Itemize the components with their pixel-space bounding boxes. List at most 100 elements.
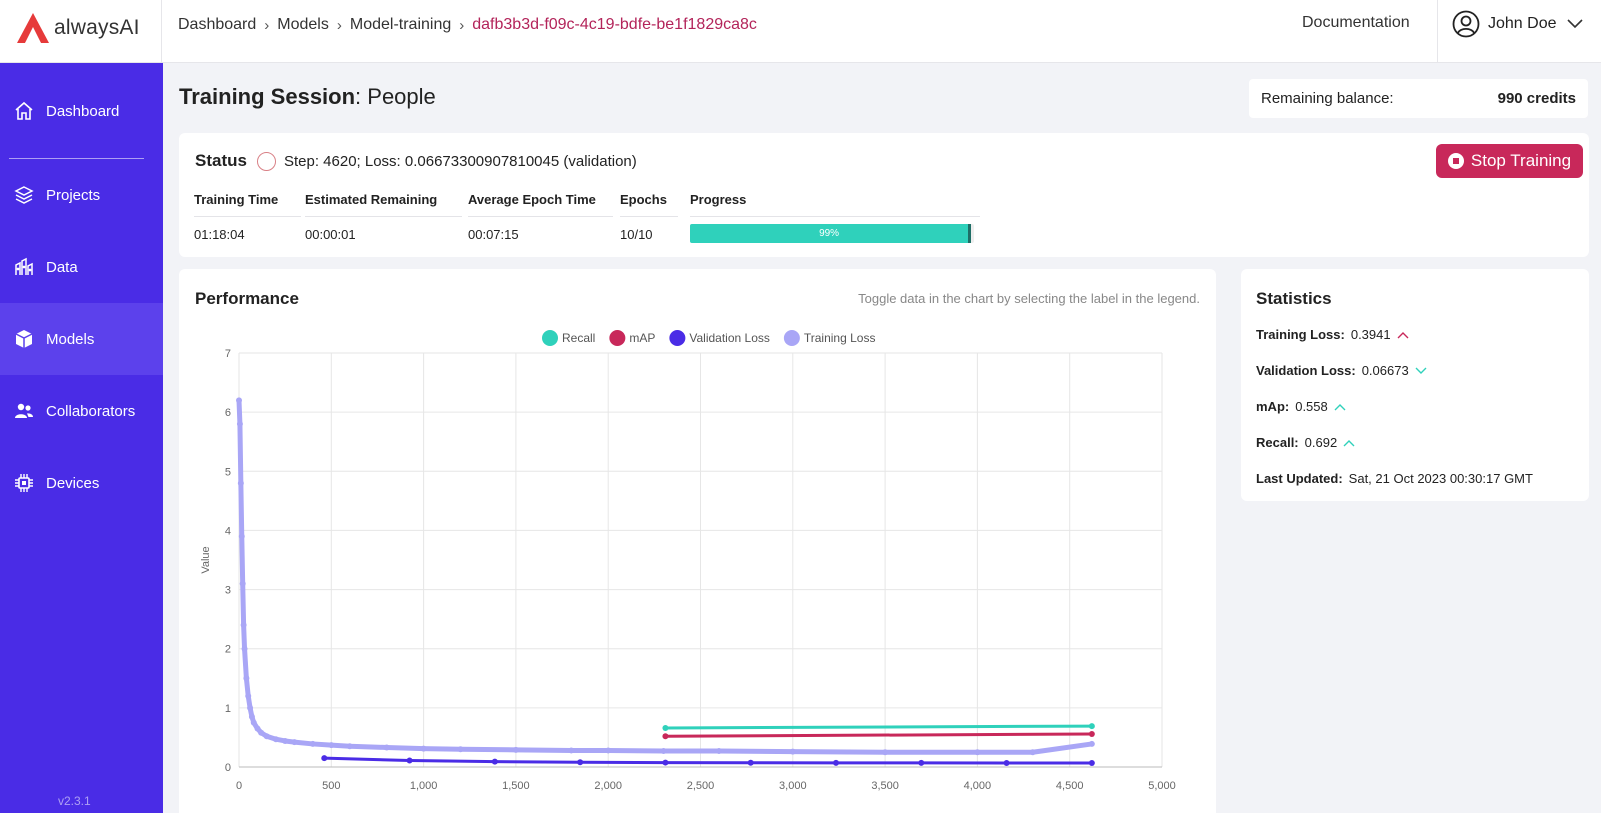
legend-item-training-loss[interactable]: Training Loss <box>804 331 876 345</box>
user-name: John Doe <box>1488 15 1557 32</box>
stat-recall: Recall: 0.692 <box>1256 435 1355 450</box>
x-tick-label: 0 <box>236 780 242 792</box>
progress-column: Progress 99% <box>690 191 980 243</box>
data-point-training-loss <box>263 733 270 740</box>
sidebar-item-data[interactable]: Data <box>0 231 163 303</box>
y-tick-label: 7 <box>225 348 231 360</box>
y-tick-label: 1 <box>225 703 231 715</box>
page-title-bold: Training Session <box>179 84 356 109</box>
layers-icon <box>14 186 34 204</box>
users-icon <box>15 403 33 418</box>
data-point-training-loss <box>258 729 265 736</box>
stat-value: 0.558 <box>1295 399 1328 414</box>
data-point-map <box>1088 730 1095 737</box>
sidebar-item-models[interactable]: Models <box>0 303 163 375</box>
app-version: v2.3.1 <box>58 794 91 808</box>
data-point-training-loss <box>605 747 612 754</box>
chevron-down-icon <box>1566 19 1583 29</box>
breadcrumb-dashboard[interactable]: Dashboard <box>178 16 257 33</box>
data-point-training-loss <box>715 748 722 755</box>
data-point-training-loss <box>1088 740 1095 747</box>
series-line-recall <box>663 724 1094 730</box>
stop-training-label: Stop Training <box>1470 151 1572 170</box>
sidebar-item-label: Devices <box>46 474 100 492</box>
legend-swatch-training-loss <box>783 330 800 346</box>
data-point-training-loss <box>236 397 242 404</box>
estimated-remaining-header: Estimated Remaining <box>305 191 462 217</box>
legend-swatch-validation-loss <box>669 330 686 346</box>
data-point-validation-loss <box>491 758 498 765</box>
data-point-validation-loss <box>1003 759 1010 766</box>
stop-icon <box>1447 153 1464 169</box>
data-point-training-loss <box>974 749 981 756</box>
progress-bar-fill: 99% <box>690 224 972 243</box>
page-title: Training Session: People <box>179 84 436 110</box>
data-point-training-loss <box>512 746 519 753</box>
data-point-training-loss <box>250 719 257 726</box>
data-point-training-loss <box>328 742 335 749</box>
balance-box: Remaining balance: 990 credits <box>1249 79 1588 118</box>
breadcrumb-current: dafb3b3d-f09c-4c19-bdfe-be1f1829ca8c <box>472 16 757 33</box>
trend-up-icon <box>1343 439 1355 446</box>
sidebar-divider <box>9 158 144 159</box>
data-point-training-loss <box>272 736 279 743</box>
series-line-training-loss <box>236 397 1095 755</box>
stat-label: Recall: <box>1256 435 1299 450</box>
epochs-header: Epochs <box>620 191 678 217</box>
average-epoch-time-value: 00:07:15 <box>468 227 519 242</box>
data-point-training-loss <box>239 580 246 587</box>
stop-training-button[interactable]: Stop Training <box>1436 144 1583 178</box>
sidebar-item-devices[interactable]: Devices <box>0 447 163 519</box>
data-point-training-loss <box>247 704 254 711</box>
stat-value: Sat, 21 Oct 2023 00:30:17 GMT <box>1348 471 1533 486</box>
series-line-map <box>663 732 1094 738</box>
x-tick-label: 4,500 <box>1056 780 1084 792</box>
x-tick-label: 4,000 <box>964 780 992 792</box>
stat-value: 0.692 <box>1304 435 1338 450</box>
data-point-training-loss <box>420 745 427 752</box>
y-tick-label: 6 <box>225 407 231 419</box>
performance-title: Performance <box>195 289 299 308</box>
home-icon <box>15 101 33 120</box>
legend-item-validation-loss[interactable]: Validation Loss <box>689 331 770 345</box>
y-tick-label: 5 <box>225 466 231 478</box>
sidebar-item-projects[interactable]: Projects <box>0 159 163 231</box>
y-tick-label: 2 <box>225 644 231 656</box>
documentation-link[interactable]: Documentation <box>1302 14 1410 31</box>
chevron-right-icon: › <box>459 16 465 34</box>
data-point-validation-loss <box>577 759 584 766</box>
data-point-training-loss <box>236 420 243 427</box>
estimated-remaining-column: Estimated Remaining 00:00:01 <box>305 191 462 242</box>
cube-icon <box>15 330 33 348</box>
data-point-training-loss <box>238 533 245 540</box>
legend-item-map[interactable]: mAP <box>629 331 655 345</box>
data-point-training-loss <box>660 748 667 755</box>
breadcrumb-model-training[interactable]: Model-training <box>349 16 452 33</box>
sidebar-item-collaborators[interactable]: Collaborators <box>0 375 163 447</box>
data-point-validation-loss <box>1088 760 1095 767</box>
data-point-training-loss <box>241 645 248 652</box>
epochs-value: 10/10 <box>620 227 653 242</box>
legend-item-recall[interactable]: Recall <box>562 331 595 345</box>
x-tick-label: 3,500 <box>871 780 899 792</box>
x-tick-label: 5,000 <box>1148 780 1176 792</box>
brand-logo[interactable]: alwaysAI <box>14 8 159 48</box>
y-axis-label: Value <box>200 546 212 573</box>
stat-training-loss: Training Loss: 0.3941 <box>1256 327 1409 342</box>
data-point-training-loss <box>789 748 796 755</box>
data-point-map <box>662 733 669 740</box>
data-point-validation-loss <box>747 759 754 766</box>
stat-label: Last Updated: <box>1256 471 1343 486</box>
sidebar-item-label: Data <box>46 258 78 276</box>
sidebar-item-dashboard[interactable]: Dashboard <box>0 75 163 147</box>
stat-value: 0.3941 <box>1350 327 1391 342</box>
progress-bar: 99% <box>690 224 974 243</box>
breadcrumb-models[interactable]: Models <box>277 16 329 33</box>
data-point-training-loss <box>245 693 252 700</box>
x-tick-label: 3,000 <box>779 780 807 792</box>
breadcrumb: Dashboard › Models › Model-training › da… <box>178 14 757 36</box>
data-point-validation-loss <box>321 755 328 762</box>
y-tick-label: 4 <box>225 525 231 537</box>
user-menu[interactable]: John Doe <box>1452 10 1591 38</box>
user-divider <box>1437 0 1438 63</box>
